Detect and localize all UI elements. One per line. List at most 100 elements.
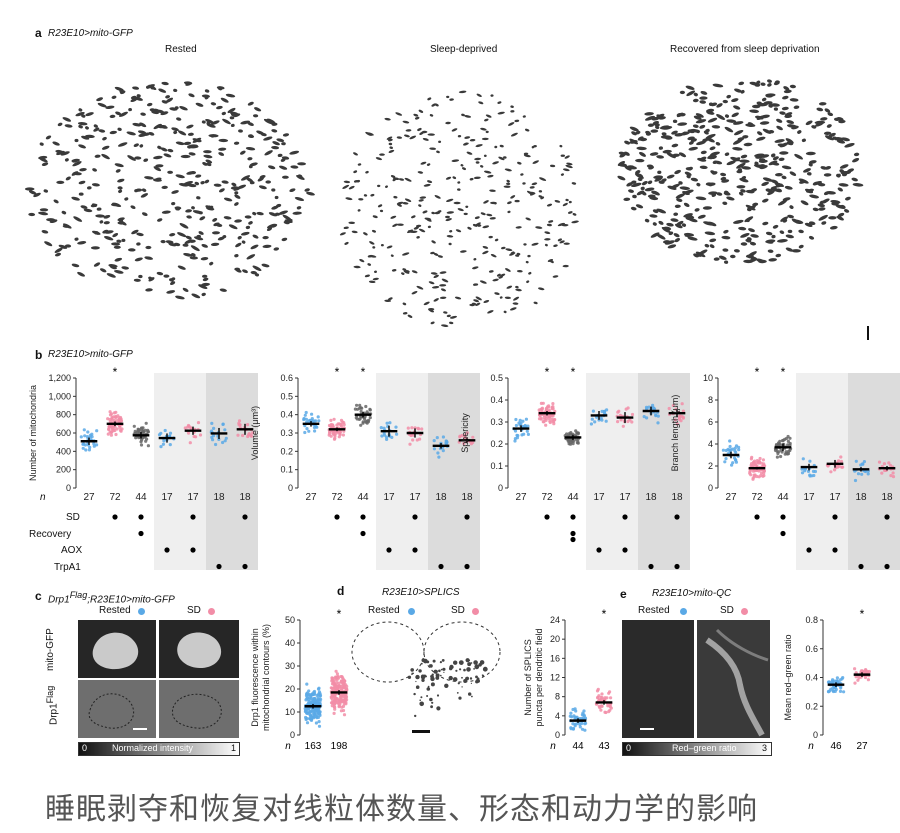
mitochondrion-mark [473,176,481,180]
data-point [311,420,315,424]
data-point [339,709,343,713]
data-point [237,421,241,425]
mitochondrion-mark [292,211,302,215]
data-point [582,709,586,713]
mitochondrion-mark [661,132,667,136]
mitochondrion-mark [777,143,786,147]
mitochondrion-mark [762,177,773,182]
splics-punctum [410,668,414,672]
data-point [548,420,552,425]
mitochondrion-mark [789,84,796,89]
data-point [310,717,314,721]
mitochondrion-mark [687,236,698,241]
data-point [355,403,359,407]
mitochondrion-mark [485,114,492,118]
mitochondrion-mark [678,181,683,185]
mitochondrion-mark [497,101,502,104]
mitochondrion-mark [271,205,279,210]
panel-a-images [24,79,869,340]
mitochondrion-mark [427,225,431,229]
mitochondrion-mark [818,102,827,106]
mitochondrion-mark [779,230,785,235]
mitochondrion-mark [699,96,708,100]
mitochondrion-mark [71,196,80,201]
data-point [723,460,727,464]
mitochondrion-mark [268,212,278,217]
mitochondrion-mark [473,283,479,286]
mitochondrion-mark [720,172,727,177]
mitochondrion-mark [466,151,473,155]
mitochondrion-mark [490,201,497,205]
data-point [471,435,475,439]
data-point [860,472,864,476]
mitochondrion-mark [507,210,511,214]
n-value: 18 [855,492,867,503]
mitochondrion-mark [265,180,271,184]
condition-shading [154,373,206,570]
mitochondrion-mark [117,178,125,183]
data-point [863,675,868,680]
mitochondrion-mark [472,224,478,227]
mitochondrion-mark [740,89,745,94]
data-point [359,406,363,410]
mitochondrion-mark [647,180,653,185]
mitochondrion-mark [202,274,208,278]
data-point [119,419,123,423]
mitochondrion-mark [800,200,809,206]
mitochondrion-mark [344,241,349,245]
mitochondrion-mark [688,146,698,151]
mitochondrion-mark [229,116,235,120]
mitochondrion-mark [351,230,358,234]
mitochondrion-mark [674,223,683,229]
data-point [336,675,340,679]
mitochondrion-mark [158,88,167,93]
data-point [675,422,680,426]
mitochondrion-mark [781,106,789,111]
data-point [550,417,554,421]
mitochondrion-mark [449,230,453,233]
data-point [856,472,861,476]
mitochondrion-mark [118,189,123,194]
data-point [312,697,317,701]
data-point [547,414,552,418]
mitochondrion-mark [409,135,417,140]
data-point [314,721,318,725]
mitochondrion-mark [557,238,562,242]
data-point [161,442,165,446]
panel-d-letter: d [337,584,345,598]
data-point [137,428,141,432]
mitochondrion-mark [173,242,181,247]
data-point [806,469,811,473]
mitochondrion-mark [805,151,816,156]
panel-e-letter: e [620,587,627,601]
mitochondrion-mark [780,216,789,222]
n-value: 44 [135,492,147,503]
mitochondrion-mark [178,130,187,136]
mitochondrion-mark [639,151,646,157]
mitochondrion-mark [187,183,197,188]
mitochondrion-mark [430,272,438,275]
data-point [568,714,572,718]
mitochondrion-mark [733,219,744,224]
mitochondrion-mark [297,174,303,179]
mitochondrion-mark [87,186,92,190]
mitochondrion-mark [390,175,396,178]
data-point [409,433,413,437]
data-point [144,421,148,425]
mitochondrion-mark [473,299,480,303]
mitochondrion-mark [483,299,490,304]
mitochondrion-mark [699,100,706,104]
mitochondrion-mark [469,138,476,142]
data-point [525,429,529,433]
data-point [316,696,320,700]
mitochondrion-mark [419,131,424,135]
data-point [117,416,121,420]
mitochondrion-mark [161,210,171,214]
mitochondrion-mark [441,324,449,327]
mitochondrion-mark [71,171,79,176]
data-point [344,700,348,705]
mitochondrion-mark [64,244,72,248]
mitochondrion-mark [681,223,687,227]
splics-punctum [461,676,463,679]
mitochondrion-mark [210,102,217,106]
